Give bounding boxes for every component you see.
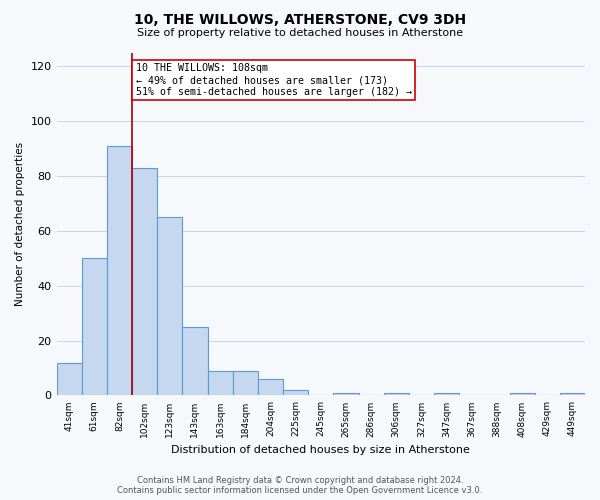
Bar <box>107 146 132 396</box>
Bar <box>509 392 535 396</box>
Bar <box>82 258 107 396</box>
Bar <box>560 392 585 396</box>
Bar <box>283 390 308 396</box>
Text: 10, THE WILLOWS, ATHERSTONE, CV9 3DH: 10, THE WILLOWS, ATHERSTONE, CV9 3DH <box>134 12 466 26</box>
Text: 10 THE WILLOWS: 108sqm
← 49% of detached houses are smaller (173)
51% of semi-de: 10 THE WILLOWS: 108sqm ← 49% of detached… <box>136 64 412 96</box>
Bar <box>434 392 459 396</box>
X-axis label: Distribution of detached houses by size in Atherstone: Distribution of detached houses by size … <box>172 445 470 455</box>
Text: Size of property relative to detached houses in Atherstone: Size of property relative to detached ho… <box>137 28 463 38</box>
Bar <box>334 392 359 396</box>
Bar <box>383 392 409 396</box>
Bar <box>182 327 208 396</box>
Bar <box>258 379 283 396</box>
Bar <box>132 168 157 396</box>
Bar <box>157 217 182 396</box>
Y-axis label: Number of detached properties: Number of detached properties <box>15 142 25 306</box>
Bar <box>208 370 233 396</box>
Bar <box>56 362 82 396</box>
Bar <box>233 370 258 396</box>
Text: Contains HM Land Registry data © Crown copyright and database right 2024.
Contai: Contains HM Land Registry data © Crown c… <box>118 476 482 495</box>
